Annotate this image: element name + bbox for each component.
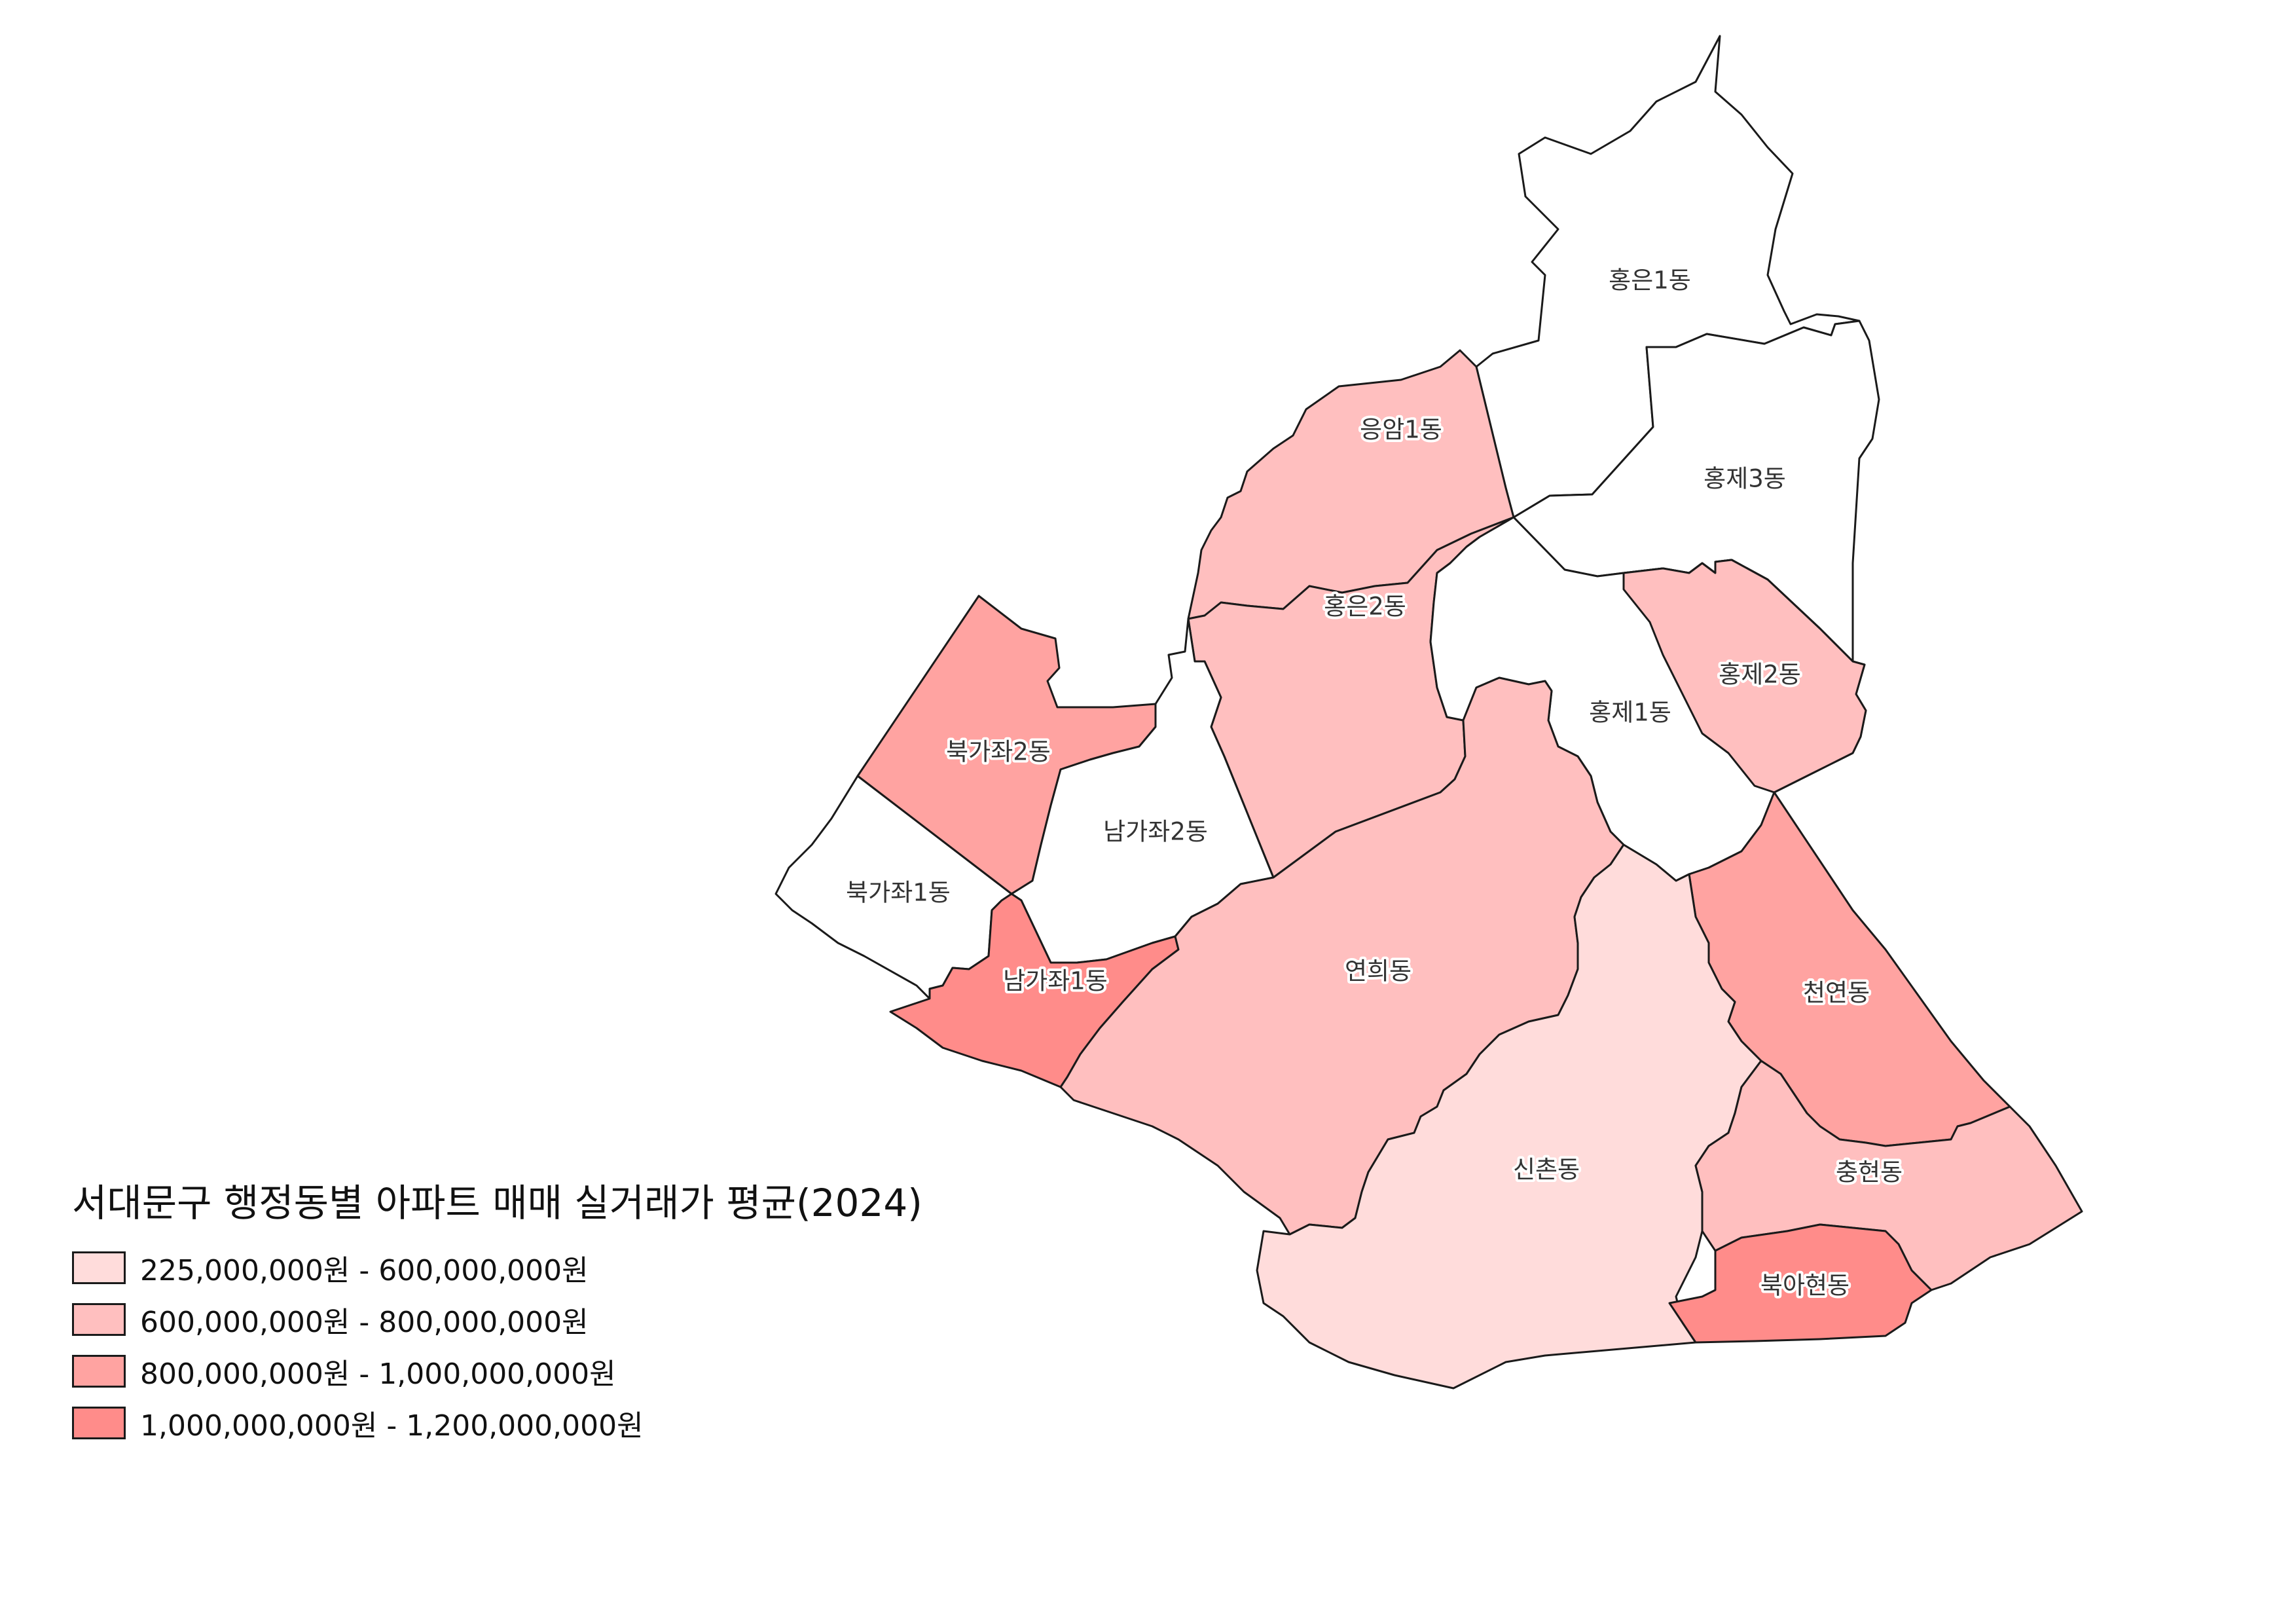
legend-swatch xyxy=(72,1302,126,1336)
label-yeonhui: 연희동 xyxy=(1345,957,1412,986)
label-sinchon: 신촌동 xyxy=(1513,1156,1580,1184)
label-bukgajwa1: 북가좌1동 xyxy=(846,879,951,907)
legend-swatch xyxy=(72,1354,126,1388)
label-bukgajwa2: 북가좌2동 xyxy=(946,738,1051,766)
district-namgajwa1[interactable] xyxy=(889,893,1180,1088)
legend-item: 800,000,000원 - 1,000,000,000원 xyxy=(72,1345,922,1397)
label-hongje1: 홍제1동 xyxy=(1589,699,1671,727)
label-chunghyeon: 충현동 xyxy=(1836,1158,1903,1187)
label-hongeun1: 홍은1동 xyxy=(1609,267,1691,295)
label-hongje3: 홍제3동 xyxy=(1704,465,1786,493)
legend-swatch xyxy=(72,1406,126,1439)
district-chunghyeon[interactable] xyxy=(1694,1060,2083,1291)
label-hongje2: 홍제2동 xyxy=(1719,661,1801,689)
label-eungam1: 응암1동 xyxy=(1360,416,1442,444)
legend-label: 800,000,000원 - 1,000,000,000원 xyxy=(140,1357,616,1391)
district-sinchon[interactable] xyxy=(1256,843,1762,1390)
legend-item: 225,000,000원 - 600,000,000원 xyxy=(72,1242,922,1293)
label-bugahyeon: 북아현동 xyxy=(1760,1272,1850,1300)
label-namgajwa1: 남가좌1동 xyxy=(1003,967,1108,995)
map-title: 서대문구 행정동별 아파트 매매 실거래가 평균(2024) xyxy=(72,1181,922,1225)
label-cheonyeon: 천연동 xyxy=(1803,979,1870,1007)
district-hongje2[interactable] xyxy=(1622,559,1867,794)
label-namgajwa2: 남가좌2동 xyxy=(1103,818,1208,846)
legend-label: 1,000,000,000원 - 1,200,000,000원 xyxy=(140,1409,644,1443)
legend-item: 1,000,000,000원 - 1,200,000,000원 xyxy=(72,1397,922,1449)
legend: 서대문구 행정동별 아파트 매매 실거래가 평균(2024) 225,000,0… xyxy=(72,1172,922,1449)
legend-label: 600,000,000원 - 800,000,000원 xyxy=(140,1305,589,1339)
legend-label: 225,000,000원 - 600,000,000원 xyxy=(140,1253,589,1287)
district-bugahyeon[interactable] xyxy=(1668,1223,1933,1344)
label-hongeun2: 홍은2동 xyxy=(1324,593,1406,621)
legend-swatch xyxy=(72,1251,126,1284)
legend-item: 600,000,000원 - 800,000,000원 xyxy=(72,1293,922,1345)
